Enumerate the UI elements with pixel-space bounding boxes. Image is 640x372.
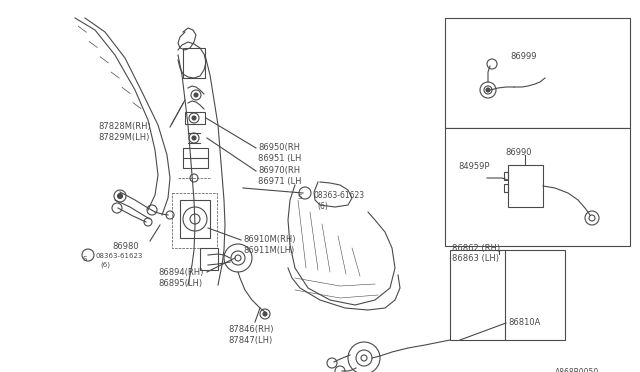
Text: 86971 (LH: 86971 (LH xyxy=(258,177,301,186)
Circle shape xyxy=(118,193,122,199)
Bar xyxy=(172,193,217,248)
Bar xyxy=(180,200,210,238)
Bar xyxy=(508,165,543,207)
Circle shape xyxy=(486,88,490,92)
Bar xyxy=(183,148,208,168)
Text: 87828M(RH): 87828M(RH) xyxy=(98,122,151,131)
Text: 86894(RH): 86894(RH) xyxy=(158,268,204,277)
Bar xyxy=(183,48,205,78)
Bar xyxy=(445,128,630,246)
Text: 86999: 86999 xyxy=(510,52,536,61)
Circle shape xyxy=(192,116,196,120)
Text: 86950(RH: 86950(RH xyxy=(258,143,300,152)
Bar xyxy=(200,248,218,270)
Text: 87846(RH): 87846(RH) xyxy=(228,325,273,334)
Text: (6): (6) xyxy=(317,202,328,211)
Text: 86862 (RH): 86862 (RH) xyxy=(452,244,500,253)
Text: (6): (6) xyxy=(100,261,110,267)
Text: 87829M(LH): 87829M(LH) xyxy=(98,133,149,142)
Text: 86990: 86990 xyxy=(505,148,531,157)
Text: 86863 (LH): 86863 (LH) xyxy=(452,254,499,263)
Bar xyxy=(450,250,565,340)
Circle shape xyxy=(263,312,267,316)
Text: 08363-61623: 08363-61623 xyxy=(96,253,143,259)
Text: 86910M(RH): 86910M(RH) xyxy=(243,235,296,244)
Circle shape xyxy=(194,93,198,97)
Circle shape xyxy=(299,187,311,199)
Text: A868B0050: A868B0050 xyxy=(555,368,599,372)
Text: 86895(LH): 86895(LH) xyxy=(158,279,202,288)
Text: S: S xyxy=(83,256,87,262)
Text: 87847(LH): 87847(LH) xyxy=(228,336,272,345)
Text: 86810A: 86810A xyxy=(508,318,540,327)
Bar xyxy=(445,18,630,128)
Circle shape xyxy=(192,136,196,140)
Text: 86970(RH: 86970(RH xyxy=(258,166,300,175)
Bar xyxy=(185,112,205,124)
Text: 08363-61623: 08363-61623 xyxy=(313,191,364,200)
Text: 86911M(LH): 86911M(LH) xyxy=(243,246,294,255)
Text: 84959P: 84959P xyxy=(458,162,490,171)
Text: 86951 (LH: 86951 (LH xyxy=(258,154,301,163)
Circle shape xyxy=(82,249,94,261)
Text: S: S xyxy=(298,194,302,200)
Bar xyxy=(504,172,508,180)
Bar xyxy=(504,184,508,192)
Text: 86980: 86980 xyxy=(112,242,139,251)
